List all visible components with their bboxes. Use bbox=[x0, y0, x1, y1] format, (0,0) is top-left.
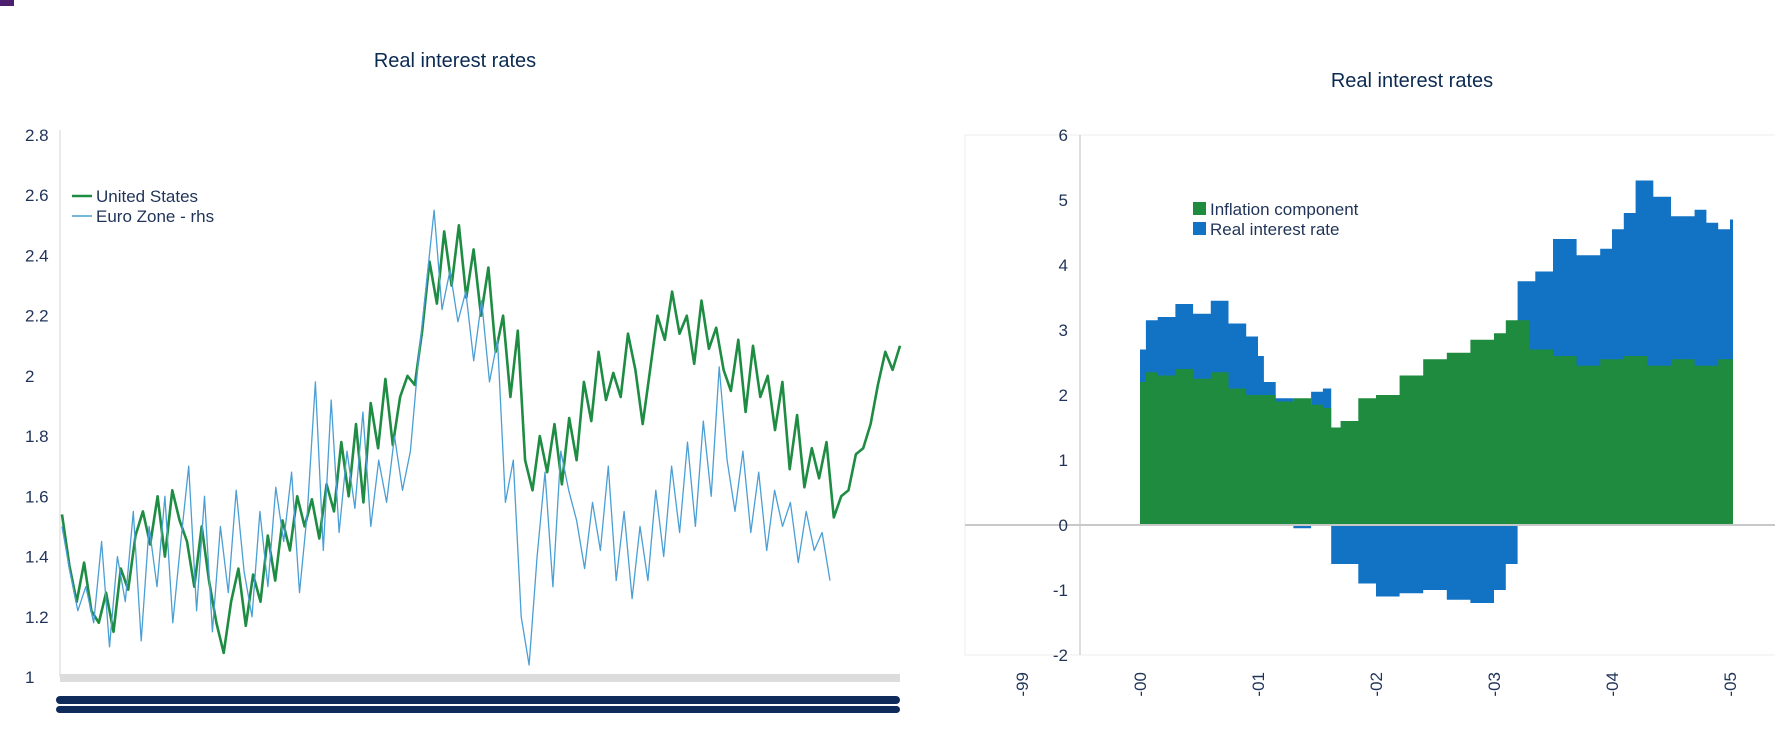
legend-swatch-inflation-component bbox=[1193, 202, 1206, 215]
right-x-tick-label: -02 bbox=[1367, 672, 1386, 697]
legend-label-inflation-component: Inflation component bbox=[1210, 200, 1359, 219]
right-chart: Real interest rates 6 5 4 3 2 1 0 -1 -2 -99 -00 -0… bbox=[964, 70, 1775, 697]
legend-swatch-real-interest-rate bbox=[1193, 222, 1206, 235]
right-y-tick-label: 6 bbox=[1059, 126, 1068, 145]
left-series-lines bbox=[60, 209, 902, 666]
right-y-tick-label: 4 bbox=[1059, 256, 1068, 275]
legend-label-real-interest-rate: Real interest rate bbox=[1210, 220, 1339, 239]
left-chart: Real interest rates 2.8 2.6 2.4 2.2 2 1.8 1.6 1… bbox=[25, 50, 902, 713]
left-y-tick-label: 2.4 bbox=[25, 246, 49, 265]
left-x-label-bar-2 bbox=[56, 706, 900, 713]
left-legend: United States Euro Zone - rhs bbox=[72, 187, 214, 226]
left-y-tick-labels: 2.8 2.6 2.4 2.2 2 1.8 1.6 1.4 1.2 1 bbox=[25, 126, 49, 687]
right-legend: Inflation component Real interest rate bbox=[1193, 200, 1359, 239]
right-chart-title: Real interest rates bbox=[1331, 70, 1493, 92]
right-y-tick-label: 2 bbox=[1059, 386, 1068, 405]
right-x-tick-label: -99 bbox=[1013, 672, 1032, 697]
right-y-tick-label: 5 bbox=[1059, 191, 1068, 210]
right-y-tick-label: -2 bbox=[1053, 646, 1068, 665]
left-chart-title: Real interest rates bbox=[374, 50, 536, 72]
corner-logo-mark bbox=[0, 0, 14, 6]
right-y-tick-label: 3 bbox=[1059, 321, 1068, 340]
left-y-tick-label: 1.2 bbox=[25, 608, 49, 627]
right-y-tick-label: 0 bbox=[1059, 516, 1068, 535]
right-x-tick-label: -01 bbox=[1249, 672, 1268, 697]
left-y-tick-label: 1 bbox=[25, 668, 34, 687]
right-y-tick-label: -1 bbox=[1053, 581, 1068, 600]
right-y-tick-label: 1 bbox=[1059, 451, 1068, 470]
right-x-tick-label: -04 bbox=[1603, 672, 1622, 697]
left-y-tick-label: 1.6 bbox=[25, 487, 49, 506]
legend-label-euro-zone: Euro Zone - rhs bbox=[96, 207, 214, 226]
left-y-tick-label: 1.4 bbox=[25, 548, 49, 567]
series-line-united-states bbox=[60, 224, 902, 655]
left-y-tick-label: 2.8 bbox=[25, 126, 49, 145]
right-x-tick-label: -03 bbox=[1485, 672, 1504, 697]
left-y-tick-label: 2.2 bbox=[25, 307, 49, 326]
left-x-label-bar-1 bbox=[56, 696, 900, 704]
left-y-tick-label: 2.6 bbox=[25, 186, 49, 205]
right-x-tick-label: -05 bbox=[1721, 672, 1740, 697]
left-x-axis-band bbox=[60, 674, 900, 682]
area-inflation-component bbox=[1140, 320, 1733, 525]
legend-label-united-states: United States bbox=[96, 187, 198, 206]
right-x-tick-labels: -99 -00 -01 -02 -03 -04 -05 bbox=[1013, 672, 1740, 697]
right-y-tick-labels: 6 5 4 3 2 1 0 -1 -2 bbox=[1053, 126, 1068, 665]
left-y-tick-label: 2 bbox=[25, 367, 34, 386]
right-series-areas bbox=[1140, 180, 1733, 603]
right-x-tick-label: -00 bbox=[1131, 672, 1150, 697]
series-line-euro-zone bbox=[61, 209, 831, 666]
left-y-tick-label: 1.8 bbox=[25, 427, 49, 446]
